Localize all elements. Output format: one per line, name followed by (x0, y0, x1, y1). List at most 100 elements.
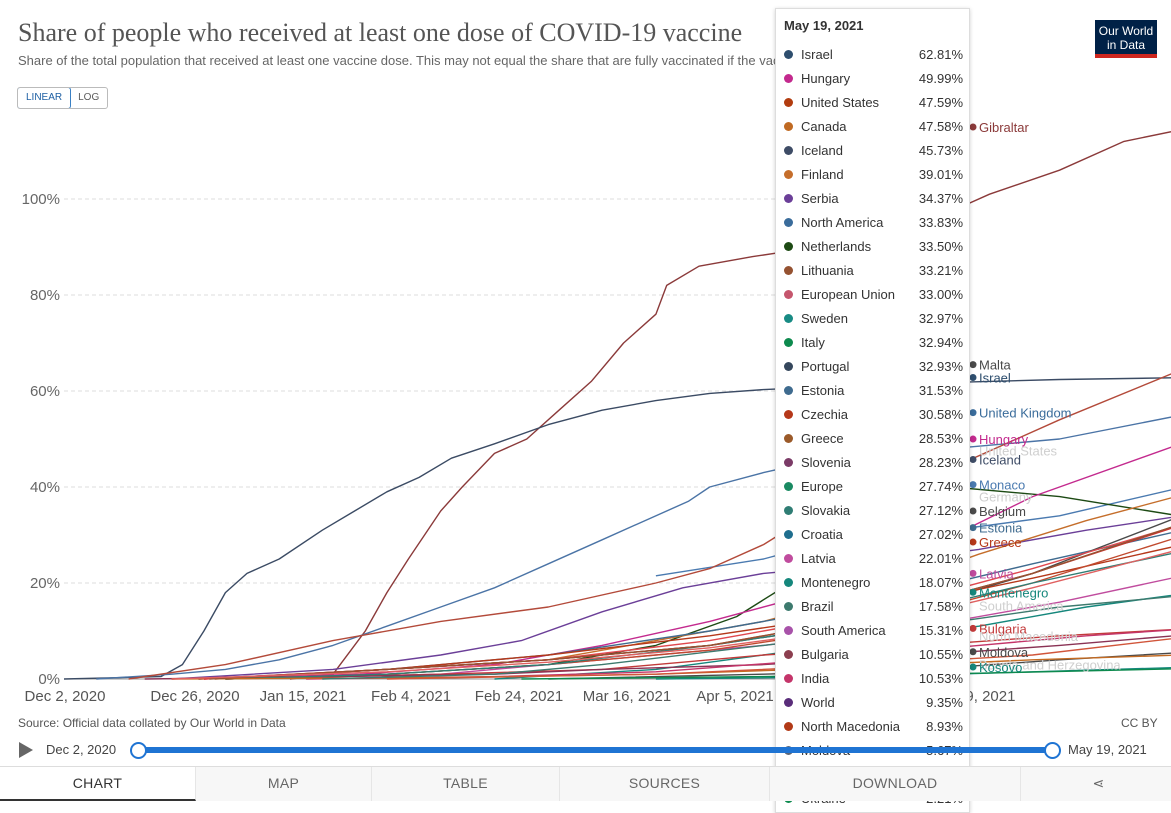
tooltip-value: 28.53% (919, 431, 963, 446)
share-icon[interactable]: ⋖ (1021, 767, 1171, 801)
tooltip-country: Europe (801, 479, 919, 494)
line-chart[interactable]: 0%20%40%60%80%100% GibraltarMaltaIsraelU… (0, 110, 1171, 710)
end-marker (970, 456, 977, 463)
logo-line-1: Our World (1095, 24, 1157, 38)
end-label: North Macedonia (979, 629, 1079, 644)
owid-logo[interactable]: Our World in Data (1095, 20, 1157, 58)
x-tick-label: Dec 2, 2020 (25, 688, 106, 705)
tab-map[interactable]: MAP (196, 767, 372, 801)
chart-title: Share of people who received at least on… (18, 18, 742, 48)
y-tick-label: 0% (38, 671, 60, 688)
log-scale-button[interactable]: LOG (70, 88, 107, 108)
tooltip-country: Bulgaria (801, 647, 919, 662)
tab-sources[interactable]: SOURCES (560, 767, 770, 801)
end-label: United Kingdom (979, 406, 1072, 421)
legend-dot-icon (784, 434, 793, 443)
x-tick-label: Feb 4, 2021 (371, 688, 451, 705)
tooltip-value: 27.02% (919, 527, 963, 542)
tooltip-value: 18.07% (919, 575, 963, 590)
end-marker (970, 508, 977, 515)
legend-dot-icon (784, 338, 793, 347)
legend-dot-icon (784, 314, 793, 323)
tooltip-country: Netherlands (801, 239, 919, 254)
legend-dot-icon (784, 218, 793, 227)
end-marker (970, 436, 977, 443)
end-marker (970, 648, 977, 655)
license-link[interactable]: CC BY (1121, 716, 1158, 730)
timeline-end-handle[interactable] (1044, 742, 1061, 759)
tooltip-value: 47.59% (919, 95, 963, 110)
end-marker (970, 374, 977, 381)
y-tick-label: 100% (22, 191, 60, 208)
tab-table[interactable]: TABLE (372, 767, 560, 801)
tooltip-country: North Macedonia (801, 719, 926, 734)
tooltip-value: 32.93% (919, 359, 963, 374)
tooltip-country: Lithuania (801, 263, 919, 278)
y-axis-labels: 0%20%40%60%80%100% (22, 191, 60, 688)
tooltip-value: 15.31% (919, 623, 963, 638)
end-label: Kosovo (979, 660, 1022, 675)
tooltip-value: 39.01% (919, 167, 963, 182)
tooltip-country: Canada (801, 119, 919, 134)
tab-chart[interactable]: CHART (0, 767, 196, 801)
source-note: Source: Official data collated by Our Wo… (18, 716, 286, 730)
legend-dot-icon (784, 242, 793, 251)
tooltip-value: 47.58% (919, 119, 963, 134)
end-label: Gibraltar (979, 120, 1030, 135)
tooltip-value: 27.74% (919, 479, 963, 494)
x-tick-label: Dec 26, 2020 (150, 688, 239, 705)
tooltip-value: 34.37% (919, 191, 963, 206)
tooltip-value: 33.83% (919, 215, 963, 230)
timeline-start-handle[interactable] (130, 742, 147, 759)
x-tick-label: Mar 16, 2021 (583, 688, 671, 705)
play-icon[interactable] (19, 742, 33, 758)
tooltip-value: 10.53% (919, 671, 963, 686)
legend-dot-icon (784, 266, 793, 275)
tooltip-country: Greece (801, 431, 919, 446)
end-marker (970, 570, 977, 577)
legend-dot-icon (784, 98, 793, 107)
end-marker (970, 481, 977, 488)
legend-dot-icon (784, 458, 793, 467)
tab-download[interactable]: DOWNLOAD (770, 767, 1021, 801)
tooltip-country: Israel (801, 47, 919, 62)
tooltip-value: 49.99% (919, 71, 963, 86)
legend-dot-icon (784, 386, 793, 395)
end-label: Iceland (979, 452, 1021, 467)
end-label: Israel (979, 371, 1011, 386)
tooltip-country: Latvia (801, 551, 919, 566)
x-tick-label: Apr 5, 2021 (696, 688, 774, 705)
tooltip-value: 22.01% (919, 551, 963, 566)
end-label: Estonia (979, 521, 1023, 536)
end-marker (970, 664, 977, 671)
timeline-start-date: Dec 2, 2020 (46, 742, 116, 757)
legend-dot-icon (784, 410, 793, 419)
tooltip-country: Hungary (801, 71, 919, 86)
timeline-track[interactable] (136, 747, 1052, 753)
tooltip-country: World (801, 695, 926, 710)
linear-scale-button[interactable]: LINEAR (17, 87, 71, 109)
tooltip-country: Finland (801, 167, 919, 182)
tooltip-country: Slovakia (801, 503, 919, 518)
end-marker (970, 124, 977, 131)
tooltip-country: India (801, 671, 919, 686)
tooltip-country: Montenegro (801, 575, 919, 590)
legend-dot-icon (784, 146, 793, 155)
